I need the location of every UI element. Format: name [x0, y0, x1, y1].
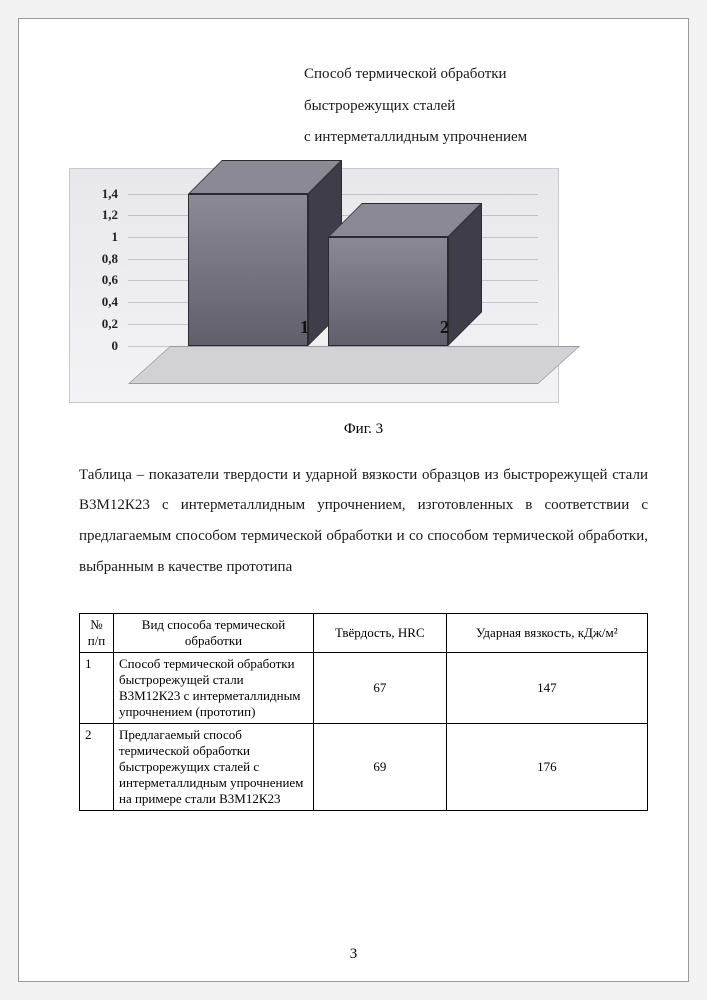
chart-bar-label: 2 — [440, 317, 449, 338]
figure-caption: Фиг. 3 — [79, 421, 648, 438]
bar-chart: 0 0,2 0,4 0,6 0,8 1 1,2 1,4 1 2 — [69, 168, 559, 403]
chart-plot-area: 00,20,40,60,811,21,4 12 — [128, 194, 538, 384]
cell-method: Предлагаемый способ термической обработк… — [114, 723, 314, 810]
col-header-number: № п/п — [80, 613, 114, 652]
cell-hardness: 69 — [314, 723, 447, 810]
cell-number: 2 — [80, 723, 114, 810]
table-intro-paragraph: Таблица – показатели твердости и ударной… — [79, 460, 648, 583]
chart-floor — [128, 346, 580, 384]
chart-bar-front — [188, 194, 308, 346]
chart-bar-label: 1 — [300, 317, 309, 338]
title-line-2: быстрорежущих сталей — [304, 91, 648, 123]
table-row: 1Способ термической обработки быстрорежу… — [80, 652, 648, 723]
cell-impact: 147 — [446, 652, 647, 723]
page-number: 3 — [19, 946, 688, 963]
chart-ytick-label: 0,8 — [88, 251, 118, 267]
page: Способ термической обработки быстрорежущ… — [18, 18, 689, 982]
col-header-hardness: Твёрдость, HRC — [314, 613, 447, 652]
col-header-impact: Ударная вязкость, кДж/м² — [446, 613, 647, 652]
document-title: Способ термической обработки быстрорежущ… — [304, 59, 648, 154]
col-header-method: Вид способа термической обработки — [114, 613, 314, 652]
chart-ytick-label: 0,2 — [88, 316, 118, 332]
chart-ytick-label: 0,6 — [88, 272, 118, 288]
chart-bar-front — [328, 237, 448, 346]
cell-method: Способ термической обработки быстрорежущ… — [114, 652, 314, 723]
table-row: 2Предлагаемый способ термической обработ… — [80, 723, 648, 810]
table-header-row: № п/п Вид способа термической обработки … — [80, 613, 648, 652]
chart-ytick-label: 0,4 — [88, 294, 118, 310]
cell-impact: 176 — [446, 723, 647, 810]
chart-ytick-label: 1,4 — [88, 186, 118, 202]
cell-hardness: 67 — [314, 652, 447, 723]
chart-ytick-label: 1 — [88, 229, 118, 245]
title-line-1: Способ термической обработки — [304, 59, 648, 91]
properties-table: № п/п Вид способа термической обработки … — [79, 613, 648, 811]
title-line-3: с интерметаллидным упрочнением — [304, 122, 648, 154]
chart-ytick-label: 1,2 — [88, 207, 118, 223]
chart-ytick-label: 0 — [88, 338, 118, 354]
cell-number: 1 — [80, 652, 114, 723]
